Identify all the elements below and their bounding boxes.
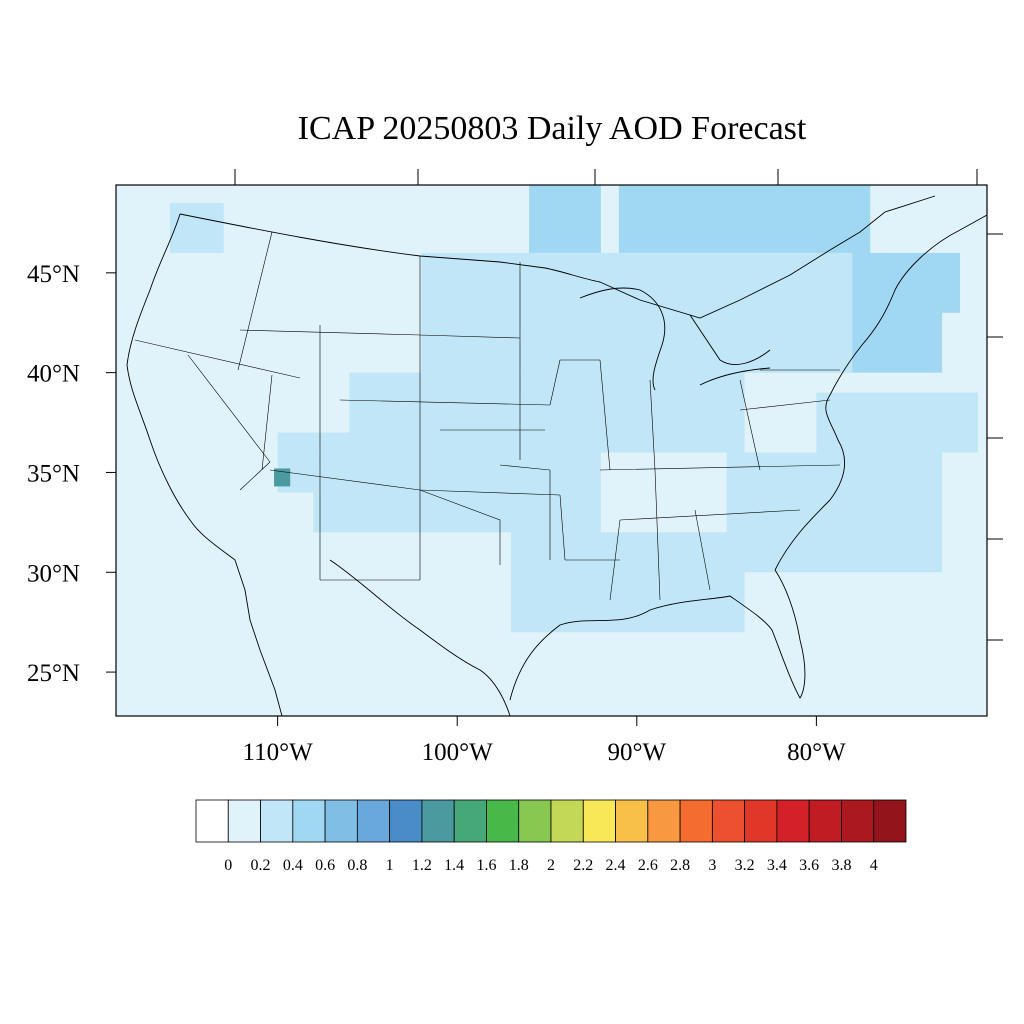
colorbar-label-16: 3.2 (735, 857, 755, 874)
colorbar-label-14: 2.8 (670, 857, 690, 874)
lat-tick-label-1: 40°N (27, 361, 80, 388)
map-panel: 45°N 40°N 35°N 30°N 25°N 110°W 100°W 90°W 80°W 0… (27, 169, 1003, 874)
lat-tick-label-3: 30°N (27, 560, 80, 587)
west-interior-borders (134, 231, 421, 580)
aod-cell-7 (511, 532, 745, 633)
colorbar-swatch-14 (647, 799, 681, 843)
colorbar-swatch-8 (453, 799, 487, 843)
aod-field (169, 185, 979, 633)
colorbar-swatch-18 (776, 799, 810, 843)
aod-cell-0 (618, 185, 871, 263)
colorbar-label-11: 2.2 (573, 857, 593, 874)
colorbar-swatch-15 (679, 799, 713, 843)
colorbar-swatch-7 (421, 799, 455, 843)
colorbar-label-19: 3.8 (831, 857, 851, 874)
boundaries (126, 195, 987, 716)
lon-tick-label-1: 100°W (422, 739, 493, 766)
aod-cell-4 (421, 252, 853, 373)
colorbar-swatch-13 (615, 799, 649, 843)
colorbar-label-10: 2 (547, 857, 555, 874)
colorbar-label-7: 1.4 (444, 857, 464, 874)
colorbar-swatch-1 (227, 799, 261, 843)
chart-title: ICAP 20250803 Daily AOD Forecast (297, 110, 807, 147)
colorbar-swatch-16 (711, 799, 746, 843)
colorbar-swatch-19 (808, 799, 842, 843)
colorbar-label-20: 4 (870, 857, 878, 874)
lon-tick-label-0: 110°W (243, 739, 314, 766)
aod-cell-13 (274, 468, 291, 487)
colorbar-swatch-12 (582, 799, 616, 843)
map-ticks: 45°N 40°N 35°N 30°N 25°N 110°W 100°W 90°W 80°W (27, 169, 1003, 766)
lon-tick-label-3: 80°W (787, 739, 846, 766)
colorbar: 0 0.2 0.4 0.6 0.8 1 1.2 1.4 1.6 1.8 2 2.2 2.4 2.6 2.8 3… (195, 799, 907, 874)
colorbar-label-6: 1.2 (412, 857, 432, 874)
aod-cell-6 (313, 452, 601, 533)
aod-cell-11 (493, 372, 745, 453)
lat-tick-label-0: 45°N (27, 261, 80, 288)
colorbar-label-12: 2.4 (606, 857, 626, 874)
atlantic-coastline (774, 214, 987, 571)
colorbar-swatch-5 (356, 799, 391, 843)
lon-tick-label-2: 90°W (608, 739, 667, 766)
colorbar-label-9: 1.8 (509, 857, 529, 874)
colorbar-label-0: 0 (224, 857, 232, 874)
colorbar-swatch-11 (550, 799, 584, 843)
colorbar-label-8: 1.6 (476, 857, 496, 874)
lat-tick-label-2: 35°N (27, 460, 80, 487)
pacific-coastline (126, 213, 283, 716)
colorbar-swatch-9 (486, 799, 520, 843)
map-frame (115, 184, 988, 717)
colorbar-swatch-3 (292, 799, 326, 843)
colorbar-label-18: 3.6 (799, 857, 819, 874)
colorbar-label-5: 1 (386, 857, 394, 874)
colorbar-label-4: 0.8 (347, 857, 367, 874)
colorbar-swatch-4 (324, 799, 358, 843)
colorbar-label-15: 3 (708, 857, 716, 874)
midwest-east-borders (549, 359, 841, 601)
great-lakes (579, 287, 771, 391)
colorbar-swatch-20 (841, 799, 875, 843)
colorbar-swatch-6 (389, 799, 423, 843)
colorbar-swatch-17 (744, 799, 778, 843)
colorbar-swatch-2 (260, 799, 294, 843)
us-canada-border (179, 195, 936, 319)
gulf-coastline (329, 559, 806, 716)
colorbar-label-2: 0.4 (283, 857, 303, 874)
colorbar-label-1: 0.2 (251, 857, 271, 874)
south-borders (320, 489, 621, 601)
colorbar-label-17: 3.4 (767, 857, 787, 874)
aod-cell-8 (726, 452, 943, 573)
aod-cell-10 (169, 202, 224, 253)
aod-cell-9 (816, 392, 979, 453)
colorbar-swatch-0 (195, 799, 229, 843)
colorbar-swatch-21 (873, 799, 907, 843)
lat-tick-label-4: 25°N (27, 660, 80, 687)
plains-borders (339, 256, 561, 560)
colorbar-swatch-10 (518, 799, 552, 843)
colorbar-label-13: 2.6 (638, 857, 658, 874)
colorbar-label-3: 0.6 (315, 857, 335, 874)
